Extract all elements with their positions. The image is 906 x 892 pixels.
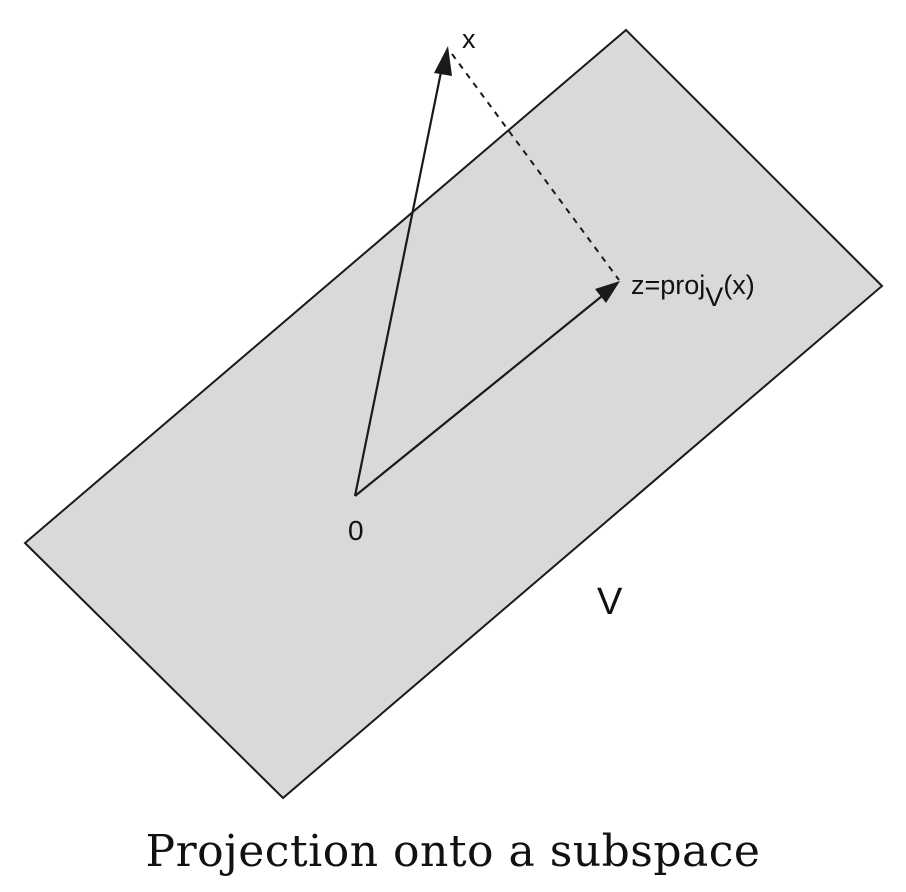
projection-label: z=projV(x)	[631, 270, 755, 312]
projection-label-arg: (x)	[723, 270, 754, 300]
subspace-label: V	[597, 581, 623, 623]
subspace-plane	[23, 28, 884, 800]
projection-label-main: z=proj	[631, 270, 705, 300]
figure-caption: Projection onto a subspace	[145, 826, 761, 877]
vector-x-arrow	[353, 46, 452, 497]
vector-x-label: x	[462, 24, 476, 54]
origin-label: 0	[348, 515, 364, 546]
projection-label-sub: V	[705, 282, 723, 312]
vector-z-arrow	[354, 281, 620, 497]
